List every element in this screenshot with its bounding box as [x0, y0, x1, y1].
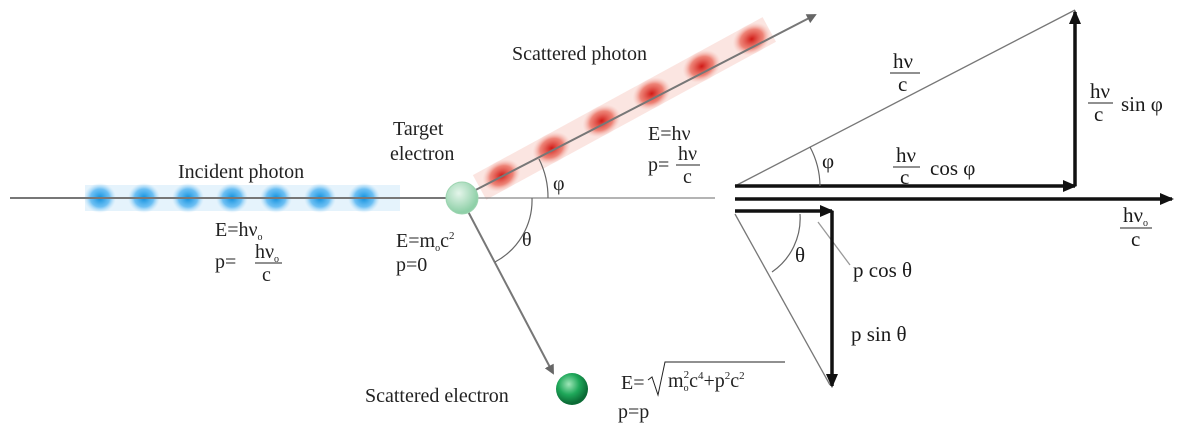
theta-arc-right — [771, 213, 801, 273]
incident-photon-label: Incident photon — [178, 161, 304, 183]
target-label: Target — [393, 118, 444, 140]
svg-text:hν: hν — [896, 143, 916, 167]
svg-text:c: c — [1131, 227, 1140, 251]
svg-text:E=hν: E=hν — [648, 123, 691, 145]
hypotenuse-label: hν c — [890, 49, 920, 96]
scattered-electron — [556, 373, 588, 405]
cos-phi-label: hν c cos φ — [893, 143, 975, 189]
phi-arc-right — [809, 146, 821, 187]
theta-arc-left — [494, 197, 533, 263]
scattered-photon-ray — [461, 14, 817, 198]
scattered-wave-crest — [632, 77, 671, 110]
svg-text:hν: hν — [678, 143, 697, 165]
svg-text:p=: p= — [215, 251, 236, 273]
target-electron-equations: E=moc2 p=0 — [396, 230, 454, 276]
scattered-photon-label: Scattered photon — [512, 43, 647, 65]
incident-photon-equations: E=hνo p= hνo c — [215, 219, 282, 286]
theta-label-right: θ — [795, 243, 805, 267]
svg-text:c: c — [683, 166, 692, 188]
svg-text:p=0: p=0 — [396, 254, 427, 276]
svg-text:p=: p= — [648, 154, 669, 176]
target-electron — [445, 181, 479, 215]
electron-label: electron — [390, 143, 454, 165]
svg-text:cos φ: cos φ — [930, 156, 975, 180]
p-sin-theta-label: p sin θ — [851, 322, 907, 346]
sin-phi-label: hν c sin φ — [1088, 79, 1163, 126]
scattered-wave-crest — [732, 22, 771, 56]
scattered-wave-packet — [472, 17, 776, 200]
scattered-electron-label: Scattered electron — [365, 385, 509, 407]
svg-text:E=: E= — [621, 372, 645, 394]
svg-text:mo2c4+p2c2: mo2c4+p2c2 — [668, 369, 745, 394]
svg-text:c: c — [900, 165, 909, 189]
theta-label-left: θ — [522, 229, 532, 251]
scattered-photon-equations: E=hν p= hν c — [648, 123, 700, 188]
phi-label-left: φ — [553, 173, 565, 195]
p-cos-theta-label: p cos θ — [853, 258, 912, 282]
svg-text:c: c — [898, 72, 907, 96]
photon-momentum-hypotenuse — [734, 9, 1076, 187]
svg-text:c: c — [1094, 102, 1103, 126]
scattered-electron-equations: E= mo2c4+p2c2 p=p — [618, 361, 785, 423]
svg-text:E=hνo: E=hνo — [215, 219, 263, 243]
svg-text:hν: hν — [1090, 79, 1110, 103]
svg-text:c: c — [262, 264, 271, 286]
svg-text:p=p: p=p — [618, 401, 649, 423]
phi-label-right: φ — [822, 149, 834, 173]
svg-text:hν: hν — [893, 49, 913, 73]
scattered-wave-crest — [482, 159, 521, 192]
incident-momentum-label: hνo c — [1120, 203, 1152, 251]
svg-text:hνo: hνo — [255, 241, 279, 265]
electron-momentum-hypotenuse-tick — [817, 221, 851, 266]
phi-arc-left — [538, 158, 549, 199]
svg-text:sin φ: sin φ — [1121, 92, 1163, 116]
scattered-electron-ray — [461, 199, 554, 375]
scattered-wave-crest — [682, 50, 721, 83]
svg-text:E=moc2: E=moc2 — [396, 230, 454, 254]
svg-text:hνo: hνo — [1123, 203, 1148, 229]
electron-momentum-hypotenuse — [734, 213, 831, 386]
